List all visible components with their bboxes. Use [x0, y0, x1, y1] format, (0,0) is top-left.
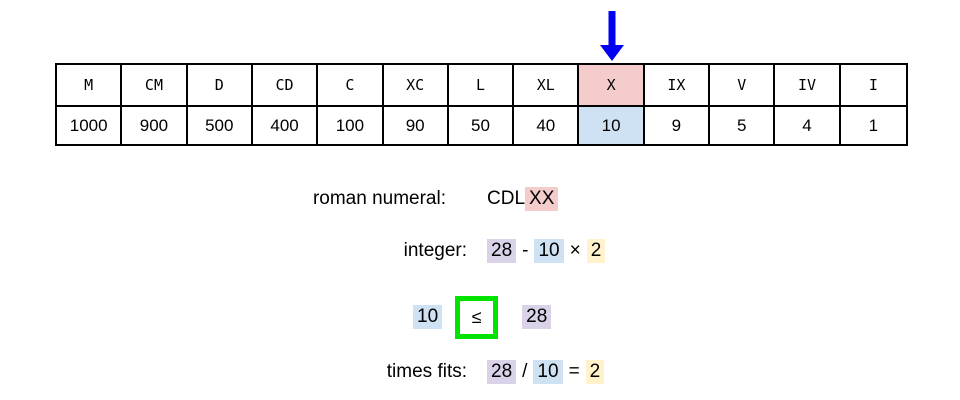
table-cell-numeral: C — [318, 65, 384, 107]
integer-expression: 28 - 10 × 2 — [487, 239, 606, 263]
table-cell-value-highlighted: 10 — [579, 107, 645, 144]
roman-numeral-value: CDL XX — [487, 187, 559, 211]
integer-label: integer: — [403, 240, 467, 261]
table-cell-value: 1 — [868, 115, 879, 135]
table-cell-value: 90 — [384, 107, 449, 144]
row-times-fits: times fits: 28 / 10 = 2 — [0, 360, 960, 384]
roman-plain-segment: CDL — [487, 188, 526, 209]
equals-operator: = — [568, 361, 580, 382]
table-cell-numeral: XL — [514, 65, 580, 107]
table-cell-value: 1000 — [57, 107, 123, 144]
table-cell-numeral: V — [710, 65, 776, 107]
comparison-left-token: 10 — [413, 305, 443, 329]
subtrahend-token: 10 — [534, 239, 564, 263]
table-cell-value: 900 — [122, 107, 188, 144]
table-cell-numeral: D — [187, 65, 253, 107]
table-cell-numeral: XC — [383, 65, 449, 107]
table-cell-numeral: L — [448, 65, 515, 107]
table-cell-value: 400 — [253, 107, 319, 144]
roman-highlighted-segment: XX — [525, 187, 559, 211]
times-fits-expression: 28 / 10 = 2 — [487, 360, 605, 384]
table-cell-value: 9 — [645, 107, 711, 144]
multiplier-token: 2 — [586, 239, 606, 263]
minus-operator: - — [522, 240, 529, 261]
table-cell-numeral: CM — [122, 65, 188, 107]
arrow-stem — [608, 11, 616, 47]
arrow-head — [600, 45, 624, 61]
table-cell-numeral: IX — [644, 65, 711, 107]
table-cell-value: 5 — [710, 107, 776, 144]
minuend-token: 28 — [487, 239, 517, 263]
table-cell-numeral: M — [57, 65, 123, 107]
table-cell-value: 4 — [775, 107, 841, 144]
table-cell-numeral-highlighted: X — [579, 65, 645, 107]
divide-operator: / — [522, 361, 528, 382]
table-cell-value: 40 — [514, 107, 580, 144]
row-comparison: 10 ≤ 28 — [413, 295, 552, 339]
times-operator: × — [569, 240, 581, 261]
table-cell-numeral: CD — [252, 65, 319, 107]
times-fits-label: times fits: — [386, 361, 467, 382]
row-roman-numeral: roman numeral: CDL XX — [0, 187, 960, 211]
table-cell-value: 50 — [449, 107, 515, 144]
row-integer: integer: 28 - 10 × 2 — [0, 239, 960, 263]
quotient-token: 2 — [585, 360, 605, 384]
down-arrow-icon — [600, 11, 624, 61]
table-cell-numeral: I — [840, 65, 906, 107]
roman-numeral-table: M CM D CD C XC L XL X IX V IV I 1000 900… — [55, 63, 908, 146]
comparison-right-token: 28 — [522, 305, 552, 329]
divisor-token: 10 — [533, 360, 563, 384]
table-cell-value: 500 — [188, 107, 253, 144]
roman-numeral-label: roman numeral: — [312, 188, 446, 209]
comparison-operator-box: ≤ — [455, 295, 499, 339]
table-cell-numeral: IV — [775, 65, 841, 107]
less-equal-operator: ≤ — [471, 306, 482, 327]
dividend-token: 28 — [487, 360, 517, 384]
table-cell-value: 100 — [318, 107, 384, 144]
